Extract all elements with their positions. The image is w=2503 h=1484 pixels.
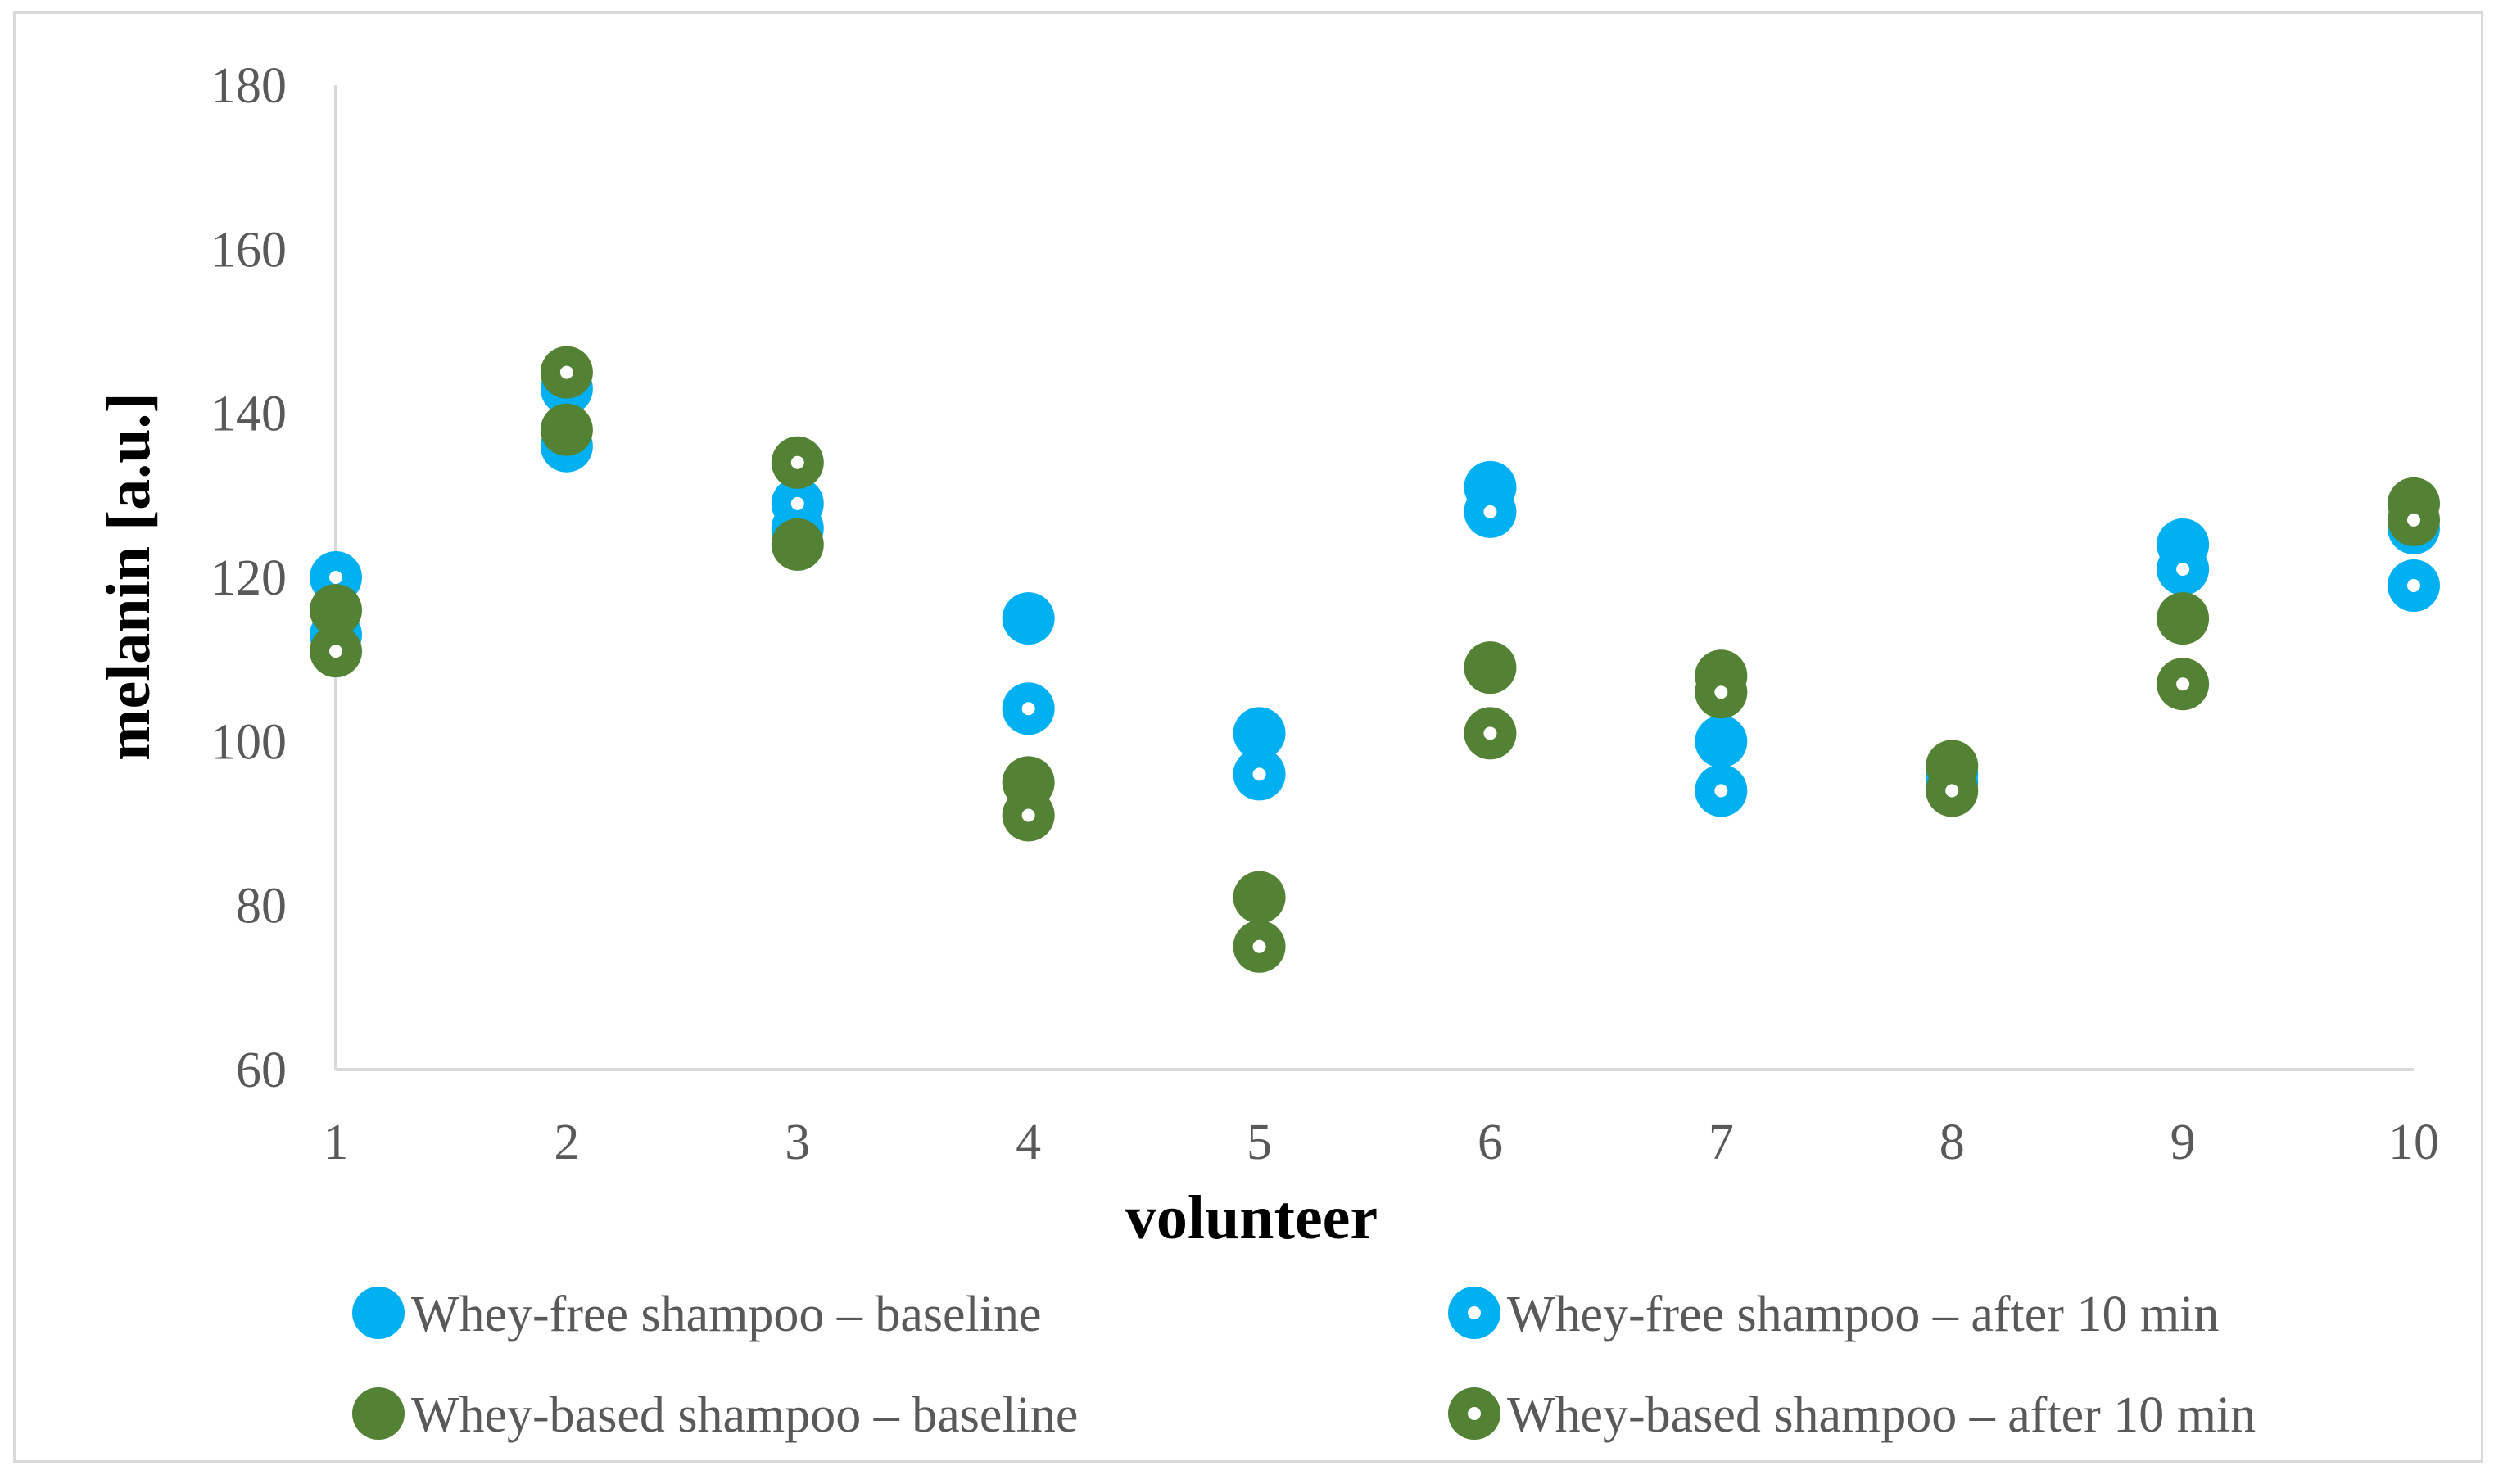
data-point[interactable] bbox=[771, 518, 824, 571]
x-axis-title: volunteer bbox=[1125, 1183, 1378, 1252]
data-point-center bbox=[1252, 767, 1266, 781]
x-tick-label: 4 bbox=[1016, 1115, 1041, 1170]
legend-item-whey-based-baseline[interactable]: Whey-based shampoo – baseline bbox=[352, 1387, 1078, 1443]
data-point-center bbox=[329, 645, 342, 658]
x-tick-label: 10 bbox=[2388, 1115, 2439, 1170]
x-tick-label: 2 bbox=[554, 1115, 579, 1170]
data-point-center bbox=[2176, 677, 2190, 691]
series-2 bbox=[310, 403, 2440, 924]
legend-marker-whey-free-baseline bbox=[352, 1287, 405, 1339]
data-point[interactable] bbox=[2157, 592, 2210, 645]
legend-label-whey-based-baseline: Whey-based shampoo – baseline bbox=[411, 1387, 1078, 1443]
y-tick-label: 180 bbox=[210, 58, 287, 114]
x-tick-label: 5 bbox=[1247, 1115, 1272, 1170]
data-point-center bbox=[1483, 504, 1497, 518]
legend-marker-whey-based-baseline bbox=[352, 1387, 405, 1440]
data-point-center bbox=[559, 365, 573, 379]
legend-marker-center bbox=[1468, 1407, 1481, 1420]
legend-label-whey-based-after: Whey-based shampoo – after 10 min bbox=[1507, 1387, 2256, 1443]
legend: Whey-free shampoo – baseline Whey-free s… bbox=[352, 1287, 2256, 1443]
data-point[interactable] bbox=[310, 584, 362, 637]
x-tick-labels: 1 2 3 4 5 6 7 8 9 10 bbox=[324, 1115, 2440, 1170]
x-tick-label: 9 bbox=[2170, 1115, 2196, 1170]
data-points bbox=[310, 346, 2440, 973]
data-point-center bbox=[329, 571, 342, 584]
data-point-center bbox=[1021, 702, 1035, 716]
data-point-center bbox=[790, 496, 804, 510]
y-axis-title: melanin [a.u.] bbox=[94, 392, 163, 761]
legend-item-whey-free-baseline[interactable]: Whey-free shampoo – baseline bbox=[352, 1287, 1042, 1342]
y-tick-label: 160 bbox=[210, 222, 287, 278]
x-tick-label: 6 bbox=[1478, 1115, 1503, 1170]
data-point-center bbox=[2407, 579, 2420, 593]
data-point-center bbox=[1252, 939, 1266, 953]
y-tick-labels: 60 80 100 120 140 160 180 bbox=[210, 58, 287, 1098]
data-point[interactable] bbox=[1002, 592, 1055, 645]
legend-item-whey-free-after[interactable]: Whey-free shampoo – after 10 min bbox=[1448, 1287, 2219, 1342]
x-tick-label: 7 bbox=[1709, 1115, 1734, 1170]
legend-label-whey-free-after: Whey-free shampoo – after 10 min bbox=[1507, 1287, 2219, 1342]
y-tick-label: 140 bbox=[210, 387, 287, 442]
data-point[interactable] bbox=[1233, 707, 1286, 760]
data-point-center bbox=[1945, 784, 1959, 798]
y-tick-label: 120 bbox=[210, 550, 287, 606]
y-tick-label: 100 bbox=[210, 714, 287, 770]
series-1 bbox=[310, 362, 2440, 817]
y-tick-label: 60 bbox=[236, 1043, 287, 1098]
data-point-center bbox=[790, 455, 804, 469]
data-point[interactable] bbox=[1464, 641, 1517, 694]
data-point-center bbox=[2176, 562, 2190, 576]
data-point-center bbox=[1483, 726, 1497, 740]
data-point[interactable] bbox=[1233, 871, 1286, 924]
axes bbox=[334, 85, 2414, 1071]
data-point[interactable] bbox=[540, 403, 593, 456]
data-point-center bbox=[2407, 513, 2420, 527]
x-tick-label: 3 bbox=[785, 1115, 810, 1170]
data-point-center bbox=[1714, 685, 1728, 699]
x-tick-label: 1 bbox=[324, 1115, 349, 1170]
data-point-center bbox=[1021, 808, 1035, 822]
legend-label-whey-free-baseline: Whey-free shampoo – baseline bbox=[411, 1287, 1042, 1342]
legend-item-whey-based-after[interactable]: Whey-based shampoo – after 10 min bbox=[1448, 1387, 2256, 1443]
y-tick-label: 80 bbox=[236, 879, 287, 934]
legend-marker-center bbox=[1468, 1306, 1481, 1319]
x-tick-label: 8 bbox=[1939, 1115, 1965, 1170]
data-point-center bbox=[1714, 784, 1728, 798]
series-0 bbox=[310, 419, 2440, 801]
data-point[interactable] bbox=[1695, 715, 1748, 768]
series-3 bbox=[310, 346, 2440, 973]
